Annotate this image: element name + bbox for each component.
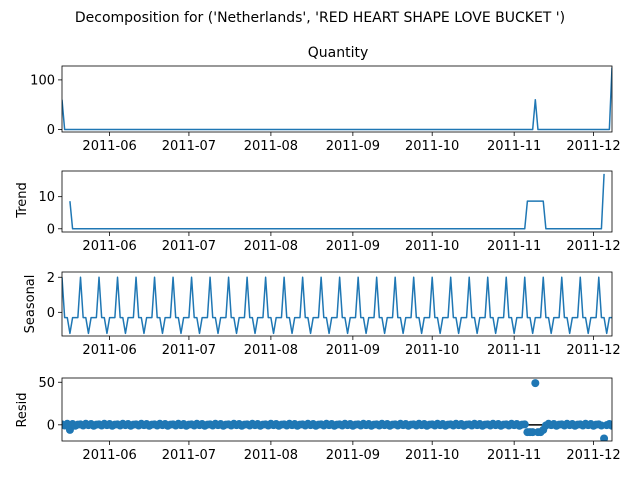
panel-seasonal-plot: 0 2 2011-06 2011-07 2011-08 2011-09 2011-10 201… bbox=[47, 271, 621, 358]
y-tick-label: 100 bbox=[30, 73, 55, 88]
x-tick-label: 2011-11 bbox=[487, 343, 541, 358]
resid-point bbox=[600, 434, 609, 441]
panel-trend: Trend 0 10 2011-06 2011-07 2011-08 2011-09 201… bbox=[15, 170, 621, 254]
x-tick-label: 2011-08 bbox=[244, 343, 298, 358]
x-tick-label: 2011-07 bbox=[162, 239, 216, 254]
axes-frame bbox=[61, 170, 613, 233]
x-tick-label: 2011-06 bbox=[82, 343, 136, 358]
x-tick-label: 2011-09 bbox=[326, 343, 380, 358]
panel-trend-plot: 0 10 2011-06 2011-07 2011-08 2011-09 2011-10 20… bbox=[38, 170, 621, 254]
y-tick-label: 0 bbox=[47, 123, 55, 138]
y-tick-label: 10 bbox=[38, 190, 55, 205]
x-tick-label: 2011-08 bbox=[244, 448, 298, 463]
y-tick-label: 0 bbox=[47, 418, 55, 433]
plot-area bbox=[62, 276, 612, 335]
plot-area bbox=[62, 379, 612, 441]
x-tick-label: 2011-11 bbox=[487, 239, 541, 254]
x-tick-label: 2011-09 bbox=[326, 448, 380, 463]
resid-point bbox=[531, 379, 540, 388]
x-tick-label: 2011-06 bbox=[82, 139, 136, 154]
x-tick-label: 2011-08 bbox=[244, 139, 298, 154]
panel-observed-title: Quantity bbox=[308, 45, 369, 61]
panel-resid: Resid 0 50 2011-06 2011-07 2011-08 2011-09 201… bbox=[15, 376, 621, 463]
x-tick-label: 2011-12 bbox=[566, 343, 620, 358]
axes-frame bbox=[61, 271, 613, 337]
panel-resid-plot: 0 50 2011-06 2011-07 2011-08 2011-09 2011-10 20… bbox=[38, 376, 620, 463]
x-tick-label: 2011-11 bbox=[487, 139, 541, 154]
panel-trend-ylabel: Trend bbox=[15, 182, 30, 219]
series-line bbox=[62, 276, 612, 335]
figure-suptitle: Decomposition for ('Netherlands', 'RED H… bbox=[75, 10, 565, 26]
panel-observed-plot: 0 100 2011-06 2011-07 2011-08 2011-09 2011-10 2… bbox=[30, 65, 621, 154]
panel-seasonal: Seasonal 0 2 2011-06 2011-07 2011-08 2011-09 2… bbox=[23, 271, 621, 358]
series-line bbox=[62, 67, 612, 131]
y-tick-label: 2 bbox=[47, 271, 55, 286]
panel-observed: Quantity 0 100 2011-06 2011-07 2011-08 2011-0… bbox=[30, 45, 620, 154]
x-tick-label: 2011-09 bbox=[326, 139, 380, 154]
x-tick-label: 2011-11 bbox=[487, 448, 541, 463]
x-tick-label: 2011-12 bbox=[566, 239, 620, 254]
resid-point bbox=[608, 421, 612, 430]
panel-resid-ylabel: Resid bbox=[15, 392, 30, 427]
axes-frame bbox=[61, 65, 613, 133]
resid-point bbox=[520, 420, 529, 429]
plot-area bbox=[69, 173, 605, 230]
y-tick-label: 50 bbox=[38, 376, 55, 391]
x-tick-label: 2011-06 bbox=[82, 239, 136, 254]
x-tick-label: 2011-12 bbox=[566, 139, 620, 154]
x-tick-label: 2011-06 bbox=[82, 448, 136, 463]
x-tick-label: 2011-10 bbox=[405, 239, 459, 254]
plot-area bbox=[62, 67, 612, 131]
x-tick-label: 2011-07 bbox=[162, 139, 216, 154]
y-tick-label: 0 bbox=[47, 222, 55, 237]
x-tick-label: 2011-07 bbox=[162, 343, 216, 358]
x-tick-label: 2011-10 bbox=[405, 139, 459, 154]
y-tick-label: 0 bbox=[47, 306, 55, 321]
x-tick-label: 2011-08 bbox=[244, 239, 298, 254]
panel-seasonal-ylabel: Seasonal bbox=[23, 275, 38, 334]
series-line bbox=[69, 173, 605, 230]
x-tick-label: 2011-07 bbox=[162, 448, 216, 463]
x-tick-label: 2011-10 bbox=[405, 448, 459, 463]
x-tick-label: 2011-09 bbox=[326, 239, 380, 254]
x-tick-label: 2011-12 bbox=[566, 448, 620, 463]
x-tick-label: 2011-10 bbox=[405, 343, 459, 358]
axes-frame bbox=[61, 377, 613, 442]
